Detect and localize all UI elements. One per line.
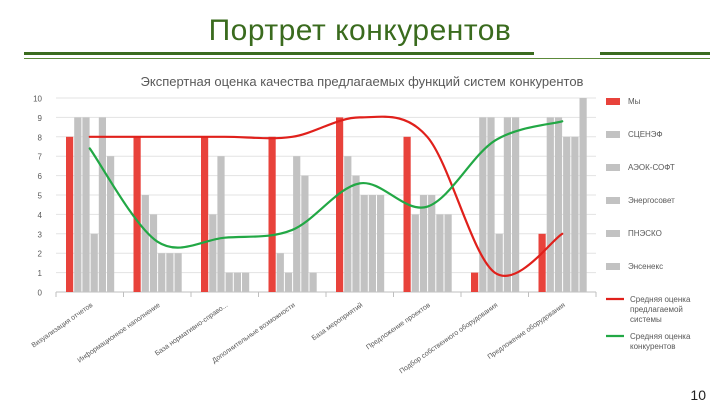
x-tick-label: Предложение проектов: [365, 302, 432, 352]
bar: [487, 117, 495, 293]
bar: [293, 156, 301, 292]
bar: [377, 195, 385, 292]
bar: [344, 156, 352, 292]
bar: [225, 272, 233, 292]
bar: [419, 195, 428, 292]
x-tick-label: Визуализация отчетов: [31, 302, 95, 350]
bar: [403, 136, 411, 292]
x-tick-label: База нормативно-справо...: [154, 302, 229, 358]
y-tick-label: 7: [38, 153, 43, 162]
bar: [428, 195, 436, 292]
bar: [133, 136, 141, 292]
chart: Экспертная оценка качества предлагаемых …: [31, 74, 691, 375]
y-tick-label: 4: [38, 211, 43, 220]
bar: [360, 195, 368, 292]
bar: [554, 117, 563, 293]
page-number: 10: [690, 387, 706, 403]
series-line: [88, 120, 564, 249]
bar: [233, 272, 241, 292]
legend-swatch: [606, 263, 620, 270]
legend-label: Энсенекс: [628, 262, 663, 271]
legend-label: СЦЕНЭФ: [628, 130, 663, 139]
title-rule-right: [600, 52, 710, 55]
bar: [141, 195, 149, 292]
bar: [571, 136, 579, 292]
series-lines: [88, 115, 564, 277]
y-tick-label: 2: [38, 250, 43, 259]
x-tick-label: Предложение оборудования: [486, 301, 567, 361]
bar: [98, 117, 106, 293]
bar: [479, 117, 487, 293]
y-tick-label: 9: [38, 114, 43, 123]
x-tick-label: Информационное наполнение: [76, 302, 161, 365]
bar: [512, 117, 520, 293]
y-tick-label: 6: [38, 172, 43, 181]
y-tick-label: 8: [38, 133, 43, 142]
legend-label: Энергосовет: [628, 196, 675, 205]
bar: [495, 233, 503, 292]
bar: [284, 272, 293, 292]
bar: [276, 253, 284, 292]
slide-title: Портрет конкурентов: [208, 14, 512, 47]
bar: [209, 214, 217, 292]
bar: [268, 136, 276, 292]
bars: [66, 98, 587, 293]
legend-label-line: Средняя оценка: [630, 295, 691, 304]
y-tick-label: 10: [33, 95, 42, 104]
bar: [149, 214, 158, 292]
bar: [309, 272, 317, 292]
bar: [538, 233, 546, 292]
y-tick-label: 3: [38, 230, 43, 239]
bar: [174, 253, 182, 292]
bar: [563, 136, 571, 292]
bar: [82, 117, 90, 293]
bar: [471, 272, 479, 292]
y-axis-ticks: 0 1 2 3 4 5 6 7 8 9 10: [33, 95, 42, 298]
y-tick-label: 0: [38, 289, 43, 298]
bar: [242, 272, 250, 292]
bar: [66, 136, 74, 292]
bar: [90, 233, 98, 292]
legend-label: Мы: [628, 97, 641, 106]
y-tick-label: 5: [38, 192, 43, 201]
bar: [158, 253, 166, 292]
legend-label-line: Средняя оценка: [630, 332, 691, 341]
series-line: [88, 115, 564, 277]
y-tick-label: 1: [38, 269, 43, 278]
legend-swatch: [606, 131, 620, 138]
bar: [579, 98, 587, 292]
bar: [301, 175, 309, 292]
bar: [436, 214, 444, 292]
bar: [166, 253, 174, 292]
bar: [107, 156, 115, 292]
x-tick-label: База мероприятий: [310, 301, 364, 342]
legend-label: ПНЭСКО: [628, 229, 662, 238]
legend-label-line: конкурентов: [630, 342, 676, 351]
bar: [74, 117, 82, 293]
bar: [336, 117, 344, 293]
legend-swatch: [606, 197, 620, 204]
legend-label-line: предлагаемой: [630, 305, 683, 314]
legend-label: Средняя оценка конкурентов: [630, 332, 691, 351]
legend-swatch: [606, 164, 620, 171]
bar: [368, 195, 376, 292]
legend-label: АЭОК-СОФТ: [628, 163, 675, 172]
legend-swatch: [606, 230, 620, 237]
legend-swatch: [606, 98, 620, 105]
title-rule-left: [24, 52, 534, 55]
bar: [411, 214, 419, 292]
chart-title: Экспертная оценка качества предлагаемых …: [141, 74, 584, 89]
bar: [546, 117, 554, 293]
title-rule-under: [24, 58, 710, 59]
bar: [201, 136, 209, 292]
bar: [217, 156, 225, 292]
bar: [444, 214, 452, 292]
bar: [352, 175, 360, 292]
legend: Мы СЦЕНЭФ АЭОК-СОФТ Энергосовет ПНЭСКО Энсене…: [606, 97, 691, 351]
legend-label: Средняя оценка предлагаемой системы: [630, 295, 691, 324]
legend-label-line: системы: [630, 315, 662, 324]
bar: [503, 117, 511, 293]
